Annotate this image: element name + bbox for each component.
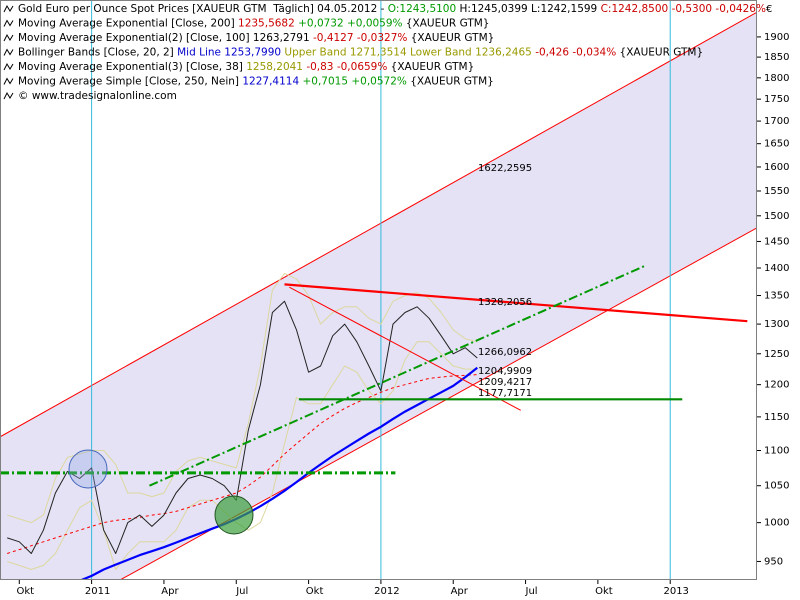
y-tick-label: 1000 [764,518,789,529]
y-tick-label: 1100 [764,446,789,457]
y-tick-label: 1400 [764,263,789,274]
y-tick-label: 1650 [764,139,789,150]
y-tick-label: 1350 [764,291,789,302]
x-tick-label: Apr [161,586,179,597]
highlight-circle [214,495,254,535]
y-tick-label: 1250 [764,349,789,360]
header-segment: Moving Average Simple [Close, 250, Nein] [18,76,242,88]
y-tick-label: 1700 [764,116,789,127]
plot-frame [0,0,757,580]
header-segment: Lower Band 1236,2465 [407,47,532,59]
header-segment: -0,4127 -0,0327% [310,32,408,44]
axes: Okt 2011 Apr Jul Okt 2012 Apr Jul Okt 2013 950 1000… [16,32,789,597]
header-line: Gold Euro per Ounce Spot Prices [XAUEUR … [18,3,766,15]
header: Gold Euro per Ounce Spot Prices [XAUEUR … [3,3,766,102]
header-segment: © www.tradesignalonline.com [18,90,177,102]
header-segment: 1263,2791 [253,32,310,44]
header-segment: Moving Average Exponential [Close, 200] [18,18,238,30]
header-line: Bollinger Bands [Close, 20, 2] Mid Line … [18,47,703,59]
header-icon [3,91,14,100]
header-segment: Mid Line 1253,7990 [177,47,281,59]
x-tick-label: Apr [451,586,469,597]
header-segment: {XAUEUR GTM} [407,76,494,88]
header-segment: {XAUEUR GTM} [616,47,703,59]
x-tick-label: Okt [306,586,324,597]
y-tick-label: 1500 [764,211,789,222]
y-tick-label: 1550 [764,186,789,197]
header-segment: +0,0732 +0,0059% [295,18,403,30]
x-tick-label: Jul [525,586,538,597]
header-icon [3,19,14,27]
x-tick-label: 2012 [374,586,399,597]
header-line: Moving Average Exponential(3) [Close, 38… [18,61,474,73]
y-tick-label: 1900 [764,32,789,43]
x-tick-label: Okt [595,586,613,597]
x-tick-label: 2011 [85,586,110,597]
trendline [149,264,647,487]
header-segment: Moving Average Exponential(2) [Close, 10… [18,32,253,44]
x-tick-label: 2013 [663,586,688,597]
y-tick-label: 1450 [764,236,789,247]
y-tick-label: 1200 [764,380,789,391]
header-segment: Upper Band 1271,3514 [281,47,407,59]
header-line: Moving Average Exponential(2) [Close, 10… [18,32,494,44]
trendline-label: 1204,9909 [478,366,532,377]
channel-line [0,11,757,438]
header-segment: +0,7015 +0,0572% [299,76,407,88]
header-icon [3,77,14,85]
annotation: 1209,4217 [478,377,532,388]
x-tick-label: Okt [16,586,34,597]
header-segment: -0,83 -0,0659% [303,61,387,73]
header-segment: Bollinger Bands [Close, 20, 2] [18,47,177,59]
header-segment: Gold Euro per Ounce Spot Prices [XAUEUR … [18,3,388,15]
x-tick-label: Jul [235,586,248,597]
trendline [289,286,521,411]
series-line [7,272,478,524]
currency-label: € [766,4,772,15]
y-tick-label: 1050 [764,481,789,492]
header-segment: {XAUEUR GTM} [403,18,490,30]
header-segment: 1235,5682 [238,18,295,30]
trendline-label: 1177,7171 [478,388,532,399]
header-segment: 1258,2041 [246,61,303,73]
y-tick-label: 1850 [764,52,789,63]
trendline-label: 1266,0962 [478,347,532,358]
header-segment: 1227,4114 [242,76,299,88]
channel-fill [0,12,757,580]
header-line: Moving Average Simple [Close, 250, Nein]… [18,76,494,88]
channel-label: 1622,2595 [478,163,532,174]
header-line: Moving Average Exponential [Close, 200] … [18,18,489,30]
header-icon [3,4,14,13]
header-line: © www.tradesignalonline.com [18,90,177,102]
highlight-circle [68,449,108,489]
y-tick-label: 1150 [764,412,789,423]
header-icon [3,33,14,42]
header-segment: {XAUEUR GTM} [387,61,474,73]
header-segment: {XAUEUR GTM} [407,32,494,44]
trendline-label: 1328,2056 [478,297,532,308]
plot-area: 1622,2595 1328,2056 1204,9909 1177,7171 1266… [0,0,757,580]
y-tick-label: 1750 [764,94,789,105]
y-tick-label: 950 [764,556,783,567]
header-segment: H:1245,0399 L:1242,1599 [456,3,600,15]
y-tick-label: 1800 [764,73,789,84]
header-segment: -0,426 -0,034% [532,47,616,59]
header-segment: C:1242,8500 -0,5300 -0,0426% [601,3,766,15]
y-tick-label: 1600 [764,162,789,173]
header-segment: O:1243,5100 [388,3,456,15]
series-line [7,374,478,554]
header-icon [3,62,14,71]
y-tick-label: 1300 [764,319,789,330]
header-icon [3,48,14,56]
header-segment: Moving Average Exponential(3) [Close, 38… [18,61,246,73]
trendline [284,283,748,323]
